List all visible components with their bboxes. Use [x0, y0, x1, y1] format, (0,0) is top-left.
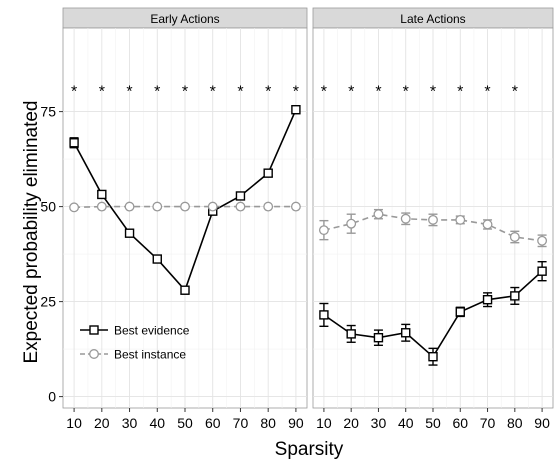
data-point: [124, 228, 135, 238]
data-point: [482, 219, 493, 230]
y-tick-label: 0: [48, 389, 56, 405]
data-point: [152, 201, 163, 212]
y-tick-label: 50: [40, 199, 56, 215]
significance-marker: *: [293, 83, 299, 100]
legend-marker: [89, 349, 99, 359]
data-point: [290, 201, 301, 212]
y-tick-label: 25: [40, 294, 56, 310]
x-tick-label: 10: [66, 415, 82, 431]
x-tick-label: 60: [205, 415, 221, 431]
data-point: [401, 328, 411, 338]
significance-marker: *: [210, 83, 216, 100]
x-tick-label: 60: [452, 415, 468, 431]
data-point: [96, 201, 107, 212]
data-point: [69, 138, 79, 148]
data-point: [373, 209, 384, 220]
legend-marker: [89, 325, 99, 335]
significance-marker: *: [403, 83, 409, 100]
x-axis-label: Sparsity: [275, 439, 344, 459]
significance-marker: *: [237, 83, 243, 100]
significance-marker: *: [348, 83, 354, 100]
legend-item: Best instance: [80, 348, 186, 362]
x-tick-label: 70: [233, 415, 249, 431]
x-tick-label: 50: [177, 415, 193, 431]
panel-2: Late Actions 10 20 30 40 50 60 70 80 90 * * * * * * * *: [312, 7, 554, 431]
significance-marker: *: [321, 83, 327, 100]
y-tick-label: 75: [40, 104, 56, 120]
data-point: [97, 189, 107, 200]
y-axis-label: Expected probability eliminated: [21, 101, 42, 364]
data-point: [510, 291, 520, 301]
data-point: [319, 310, 329, 320]
data-point: [400, 213, 411, 224]
x-tick-label: 30: [371, 415, 387, 431]
legend-item: Best evidence: [80, 324, 190, 338]
x-tick-label: 80: [507, 415, 523, 431]
significance-marker: *: [126, 83, 132, 100]
series-best-instance: [318, 208, 548, 248]
series-best-evidence: [319, 261, 547, 366]
x-tick-label: 90: [288, 415, 304, 431]
panel-1: Early Actions 10 20 30 40 50 60 70 80 90 0 25 50 75 * *…: [40, 7, 308, 431]
significance-marker: *: [99, 83, 105, 100]
x-tick-label: 70: [480, 415, 496, 431]
series-best-instance: [69, 201, 301, 213]
significance-marker: *: [484, 83, 490, 100]
data-point: [455, 307, 465, 317]
data-point: [537, 266, 547, 276]
data-point: [235, 201, 246, 212]
data-point: [346, 329, 356, 339]
data-point: [124, 201, 135, 212]
data-point: [455, 214, 466, 225]
x-tick-label: 50: [425, 415, 441, 431]
data-point: [235, 191, 246, 201]
x-tick-label: 30: [122, 415, 138, 431]
data-point: [152, 254, 162, 264]
panel-title: Late Actions: [400, 12, 465, 26]
legend-label: Best evidence: [114, 324, 190, 338]
data-point: [291, 104, 301, 115]
x-tick-label: 90: [534, 415, 550, 431]
panel-title: Early Actions: [150, 12, 219, 26]
x-tick-label: 20: [343, 415, 359, 431]
data-point: [346, 218, 357, 229]
x-tick-label: 80: [260, 415, 276, 431]
data-point: [69, 202, 80, 213]
legend: Best evidence Best instance: [80, 324, 190, 362]
x-tick-label: 20: [94, 415, 110, 431]
data-point: [263, 168, 273, 178]
x-tick-label: 10: [316, 415, 332, 431]
legend-label: Best instance: [114, 348, 186, 362]
data-point: [482, 295, 493, 305]
data-point: [537, 235, 548, 246]
significance-marker: *: [265, 83, 271, 100]
x-tick-label: 40: [149, 415, 165, 431]
data-point: [509, 232, 520, 242]
significance-marker: *: [375, 83, 381, 100]
significance-marker: *: [71, 83, 77, 100]
significance-marker: *: [457, 83, 463, 100]
data-point: [428, 214, 438, 225]
significance-marker: *: [154, 83, 160, 100]
data-point: [373, 333, 384, 343]
data-point: [263, 201, 274, 212]
significance-marker: *: [512, 83, 518, 100]
panels: Early Actions 10 20 30 40 50 60 70 80 90 0 25 50 75 * *…: [40, 7, 554, 431]
data-point: [180, 285, 190, 295]
data-point: [318, 225, 329, 236]
data-point: [180, 201, 190, 212]
significance-marker: *: [430, 83, 436, 100]
data-point: [428, 352, 438, 362]
x-tick-label: 40: [398, 415, 414, 431]
data-point: [207, 201, 218, 212]
significance-marker: *: [182, 83, 188, 100]
